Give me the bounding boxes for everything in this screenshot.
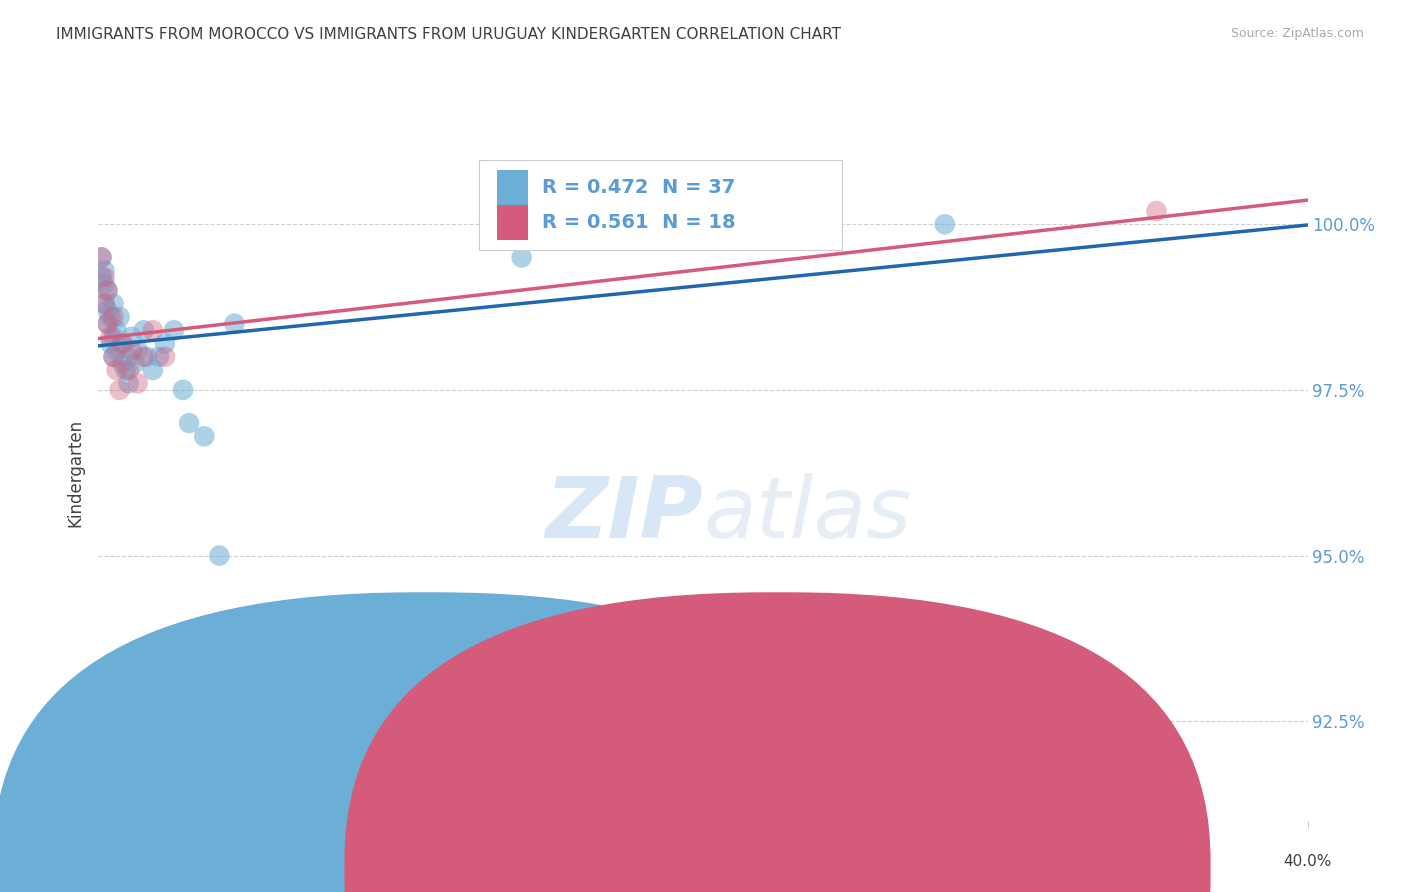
Point	[163, 323, 186, 337]
Point	[108, 383, 131, 397]
Y-axis label: Kindergarten: Kindergarten	[66, 418, 84, 527]
Bar	[498, 170, 527, 205]
Point	[111, 356, 134, 370]
Point	[93, 263, 115, 277]
Point	[103, 350, 125, 364]
Point	[100, 330, 122, 344]
Point	[1144, 204, 1167, 219]
Point	[90, 251, 112, 265]
Point	[93, 277, 115, 291]
Text: IMMIGRANTS FROM MOROCCO VS IMMIGRANTS FROM URUGUAY KINDERGARTEN CORRELATION CHAR: IMMIGRANTS FROM MOROCCO VS IMMIGRANTS FR…	[56, 27, 841, 42]
Text: Immigrants from Uruguay: Immigrants from Uruguay	[815, 863, 1012, 877]
Point	[105, 363, 128, 377]
Point	[934, 217, 956, 231]
Point	[177, 416, 201, 430]
Bar	[479, 160, 842, 250]
Point	[105, 323, 128, 337]
Point	[103, 297, 125, 311]
Point	[93, 297, 115, 311]
Point	[111, 336, 134, 351]
Text: R = 0.472  N = 37: R = 0.472 N = 37	[543, 178, 735, 197]
Point	[132, 323, 155, 337]
Point	[135, 350, 157, 364]
Point	[90, 251, 112, 265]
Point	[118, 350, 141, 364]
Point	[224, 317, 246, 331]
Point	[172, 383, 194, 397]
Point	[124, 356, 146, 370]
Point	[105, 343, 128, 358]
Point	[142, 363, 165, 377]
Point	[121, 330, 143, 344]
Point	[118, 376, 141, 391]
Point	[96, 317, 118, 331]
Text: R = 0.561  N = 18: R = 0.561 N = 18	[543, 213, 735, 232]
Point	[121, 343, 143, 358]
Point	[96, 284, 118, 298]
Point	[96, 317, 118, 331]
Point	[90, 270, 112, 285]
Point	[93, 297, 115, 311]
Point	[153, 336, 176, 351]
Point	[114, 363, 136, 377]
Point	[103, 350, 125, 364]
Point	[142, 323, 165, 337]
Text: Immigrants from Morocco: Immigrants from Morocco	[464, 863, 661, 877]
Point	[96, 284, 118, 298]
Point	[96, 303, 118, 318]
Point	[93, 270, 115, 285]
Point	[111, 336, 134, 351]
Text: 40.0%: 40.0%	[1284, 854, 1331, 869]
Text: ZIP: ZIP	[546, 473, 703, 556]
Point	[510, 251, 533, 265]
Point	[108, 310, 131, 324]
Point	[193, 429, 215, 443]
Point	[153, 350, 176, 364]
Point	[103, 330, 125, 344]
Point	[148, 350, 170, 364]
Point	[127, 343, 149, 358]
Point	[100, 336, 122, 351]
Bar	[498, 205, 527, 240]
Point	[100, 310, 122, 324]
Point	[132, 350, 155, 364]
Text: atlas: atlas	[703, 473, 911, 556]
Point	[103, 310, 125, 324]
Text: 0.0%: 0.0%	[79, 854, 118, 869]
Point	[127, 376, 149, 391]
Text: Source: ZipAtlas.com: Source: ZipAtlas.com	[1230, 27, 1364, 40]
Point	[118, 363, 141, 377]
Point	[208, 549, 231, 563]
